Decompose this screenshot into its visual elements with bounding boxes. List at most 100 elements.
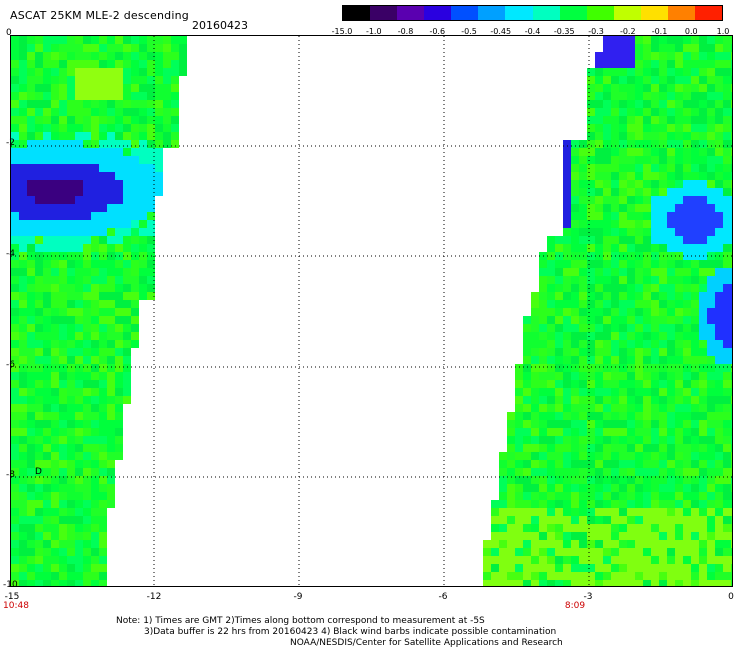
- wind-cell: [619, 508, 627, 516]
- wind-cell: [75, 76, 83, 84]
- wind-cell: [499, 508, 507, 516]
- wind-cell: [499, 580, 507, 586]
- wind-cell: [147, 164, 155, 172]
- wind-cell: [715, 108, 723, 116]
- wind-cell: [115, 76, 123, 84]
- wind-cell: [723, 572, 731, 580]
- wind-cell: [123, 172, 131, 180]
- y-tick-label: -10: [3, 580, 18, 590]
- wind-cell: [163, 108, 171, 116]
- wind-cell: [563, 532, 571, 540]
- wind-cell: [651, 60, 659, 68]
- wind-cell: [115, 60, 123, 68]
- wind-cell: [563, 580, 571, 586]
- wind-cell: [67, 324, 75, 332]
- wind-cell: [611, 532, 619, 540]
- wind-cell: [523, 492, 531, 500]
- wind-cell: [635, 388, 643, 396]
- wind-cell: [651, 340, 659, 348]
- wind-cell: [579, 564, 587, 572]
- wind-cell: [723, 268, 731, 276]
- wind-cell: [723, 564, 731, 572]
- wind-cell: [19, 204, 27, 212]
- wind-cell: [547, 324, 555, 332]
- wind-cell: [563, 236, 571, 244]
- wind-cell: [667, 324, 675, 332]
- wind-cell: [163, 36, 171, 44]
- wind-cell: [67, 580, 75, 586]
- wind-cell: [523, 444, 531, 452]
- wind-cell: [83, 524, 91, 532]
- wind-cell: [523, 388, 531, 396]
- wind-cell: [75, 220, 83, 228]
- wind-cell: [507, 412, 515, 420]
- wind-cell: [611, 156, 619, 164]
- wind-cell: [539, 444, 547, 452]
- wind-cell: [675, 308, 683, 316]
- wind-cell: [555, 244, 563, 252]
- wind-cell: [715, 404, 723, 412]
- wind-cell: [43, 508, 51, 516]
- wind-cell: [139, 260, 147, 268]
- wind-cell: [35, 404, 43, 412]
- wind-cell: [723, 404, 731, 412]
- wind-cell: [139, 140, 147, 148]
- wind-cell: [675, 52, 683, 60]
- wind-cell: [619, 44, 627, 52]
- wind-cell: [491, 524, 499, 532]
- wind-cell: [587, 324, 595, 332]
- wind-cell: [603, 156, 611, 164]
- wind-cell: [723, 140, 731, 148]
- wind-cell: [19, 380, 27, 388]
- wind-cell: [699, 492, 707, 500]
- wind-cell: [555, 580, 563, 586]
- wind-cell: [11, 380, 19, 388]
- wind-cell: [651, 428, 659, 436]
- wind-cell: [627, 316, 635, 324]
- wind-cell: [723, 308, 731, 316]
- wind-cell: [563, 484, 571, 492]
- wind-cell: [571, 476, 579, 484]
- wind-cell: [115, 44, 123, 52]
- wind-cell: [27, 484, 35, 492]
- wind-cell: [99, 308, 107, 316]
- color-scale-swatch: [424, 6, 452, 20]
- wind-cell: [59, 244, 67, 252]
- wind-cell: [683, 532, 691, 540]
- wind-cell: [35, 476, 43, 484]
- wind-cell: [59, 300, 67, 308]
- wind-cell: [555, 348, 563, 356]
- wind-cell: [731, 556, 732, 564]
- wind-cell: [131, 108, 139, 116]
- wind-cell: [91, 540, 99, 548]
- wind-cell: [667, 452, 675, 460]
- wind-cell: [99, 244, 107, 252]
- wind-cell: [691, 484, 699, 492]
- wind-cell: [723, 324, 731, 332]
- wind-cell: [67, 348, 75, 356]
- wind-cell: [579, 484, 587, 492]
- wind-cell: [115, 196, 123, 204]
- wind-cell: [75, 132, 83, 140]
- wind-cell: [571, 204, 579, 212]
- wind-cell: [715, 348, 723, 356]
- wind-cell: [75, 468, 83, 476]
- wind-cell: [171, 44, 179, 52]
- wind-cell: [595, 148, 603, 156]
- color-scale-swatch: [343, 6, 371, 20]
- wind-cell: [51, 500, 59, 508]
- wind-cell: [699, 84, 707, 92]
- wind-cell: [683, 388, 691, 396]
- wind-cell: [27, 388, 35, 396]
- wind-cell: [579, 260, 587, 268]
- wind-cell: [563, 548, 571, 556]
- wind-cell: [571, 412, 579, 420]
- wind-cell: [19, 508, 27, 516]
- wind-cell: [99, 316, 107, 324]
- wind-cell: [595, 308, 603, 316]
- wind-cell: [547, 492, 555, 500]
- wind-cell: [627, 508, 635, 516]
- wind-cell: [611, 364, 619, 372]
- wind-cell: [587, 380, 595, 388]
- wind-cell: [27, 364, 35, 372]
